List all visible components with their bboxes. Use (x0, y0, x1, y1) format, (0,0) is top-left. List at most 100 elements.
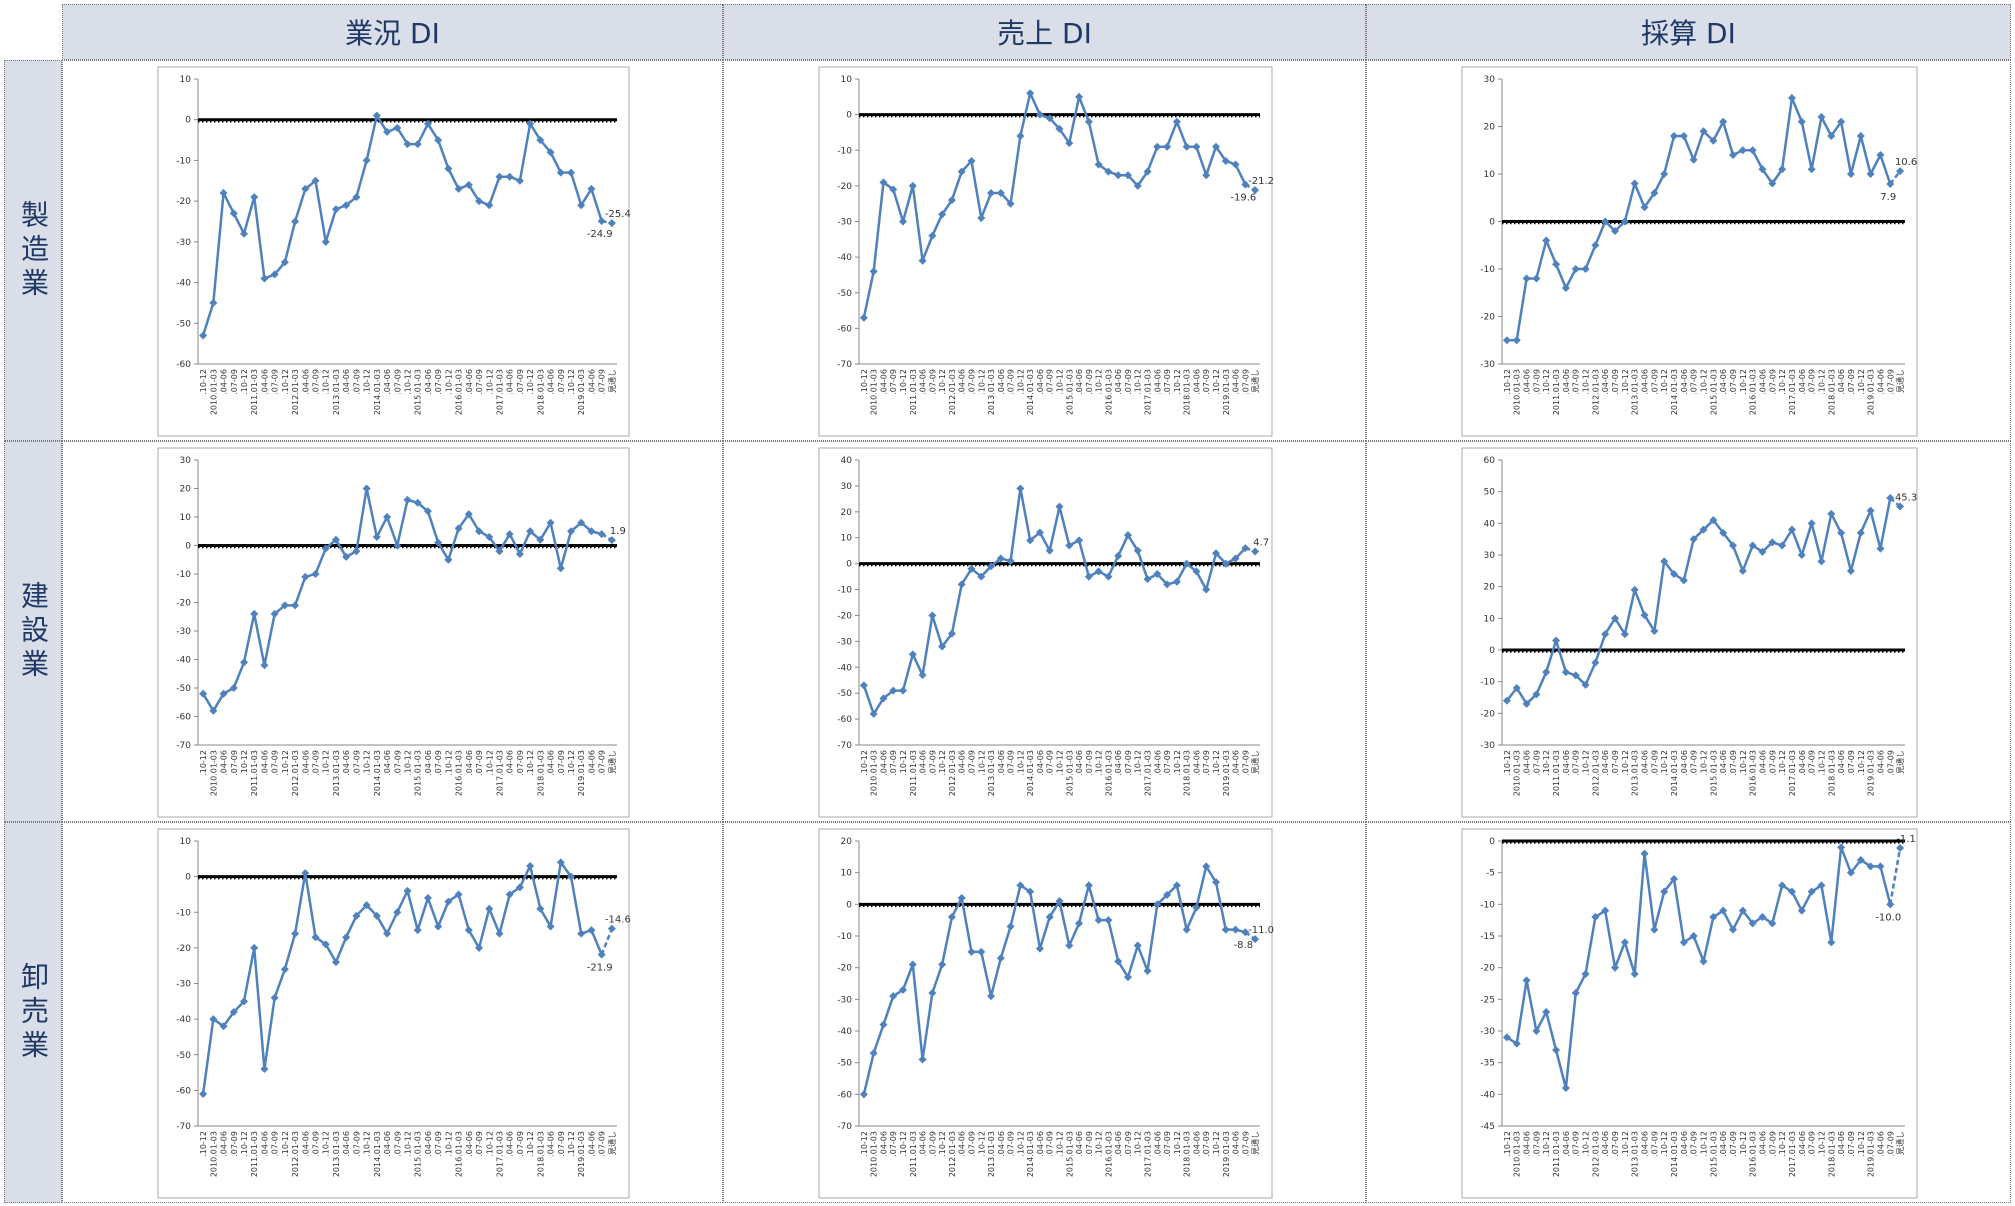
x-tick-label: .04-06 (1601, 369, 1610, 395)
x-tick-label: .07-09 (271, 1131, 280, 1157)
point (1778, 541, 1787, 550)
chart-cell: -70 -60 -50 -40 -30 -20 -10 0 10 20 30.10-12 2010.0… (62, 441, 723, 822)
point (301, 869, 310, 878)
point (1787, 94, 1796, 102)
point (1758, 913, 1767, 921)
x-tick-label: .07-09 (1046, 1131, 1055, 1157)
x-tick-label: .10-12 (1095, 1131, 1104, 1157)
x-tick-label: 2015.01-03 (1709, 369, 1718, 415)
x-tick-label: 2010.01-03 (209, 1131, 218, 1177)
x-tick-label: .07-09 (598, 750, 607, 776)
x-tick-label: .07-09 (1007, 750, 1016, 776)
point (444, 897, 453, 906)
data-label: 7.9 (1880, 192, 1896, 203)
point (567, 527, 576, 536)
x-tick-label: .07-09 (1886, 1131, 1895, 1157)
x-tick-label: .04-06 (1562, 369, 1571, 395)
x-tick-label: 見通し (607, 750, 617, 774)
point (1896, 167, 1905, 176)
point (1251, 186, 1260, 195)
point (1846, 868, 1855, 877)
x-tick-label: 2011.01-03 (1552, 369, 1561, 415)
x-tick-label: .04-06 (997, 369, 1006, 395)
x-tick-label: .07-09 (1690, 750, 1699, 776)
x-tick-label: 2019.01-03 (1867, 369, 1876, 415)
x-tick-label: .07-09 (1768, 369, 1777, 395)
point (1758, 165, 1767, 174)
x-tick-label: .07-09 (475, 750, 484, 776)
x-tick-label: .04-06 (506, 750, 515, 776)
point (996, 554, 1005, 563)
x-tick-label: 2012.01-03 (291, 1131, 300, 1177)
point (1601, 906, 1610, 915)
y-tick-label: -10 (176, 570, 191, 580)
chart-cell: -70 -60 -50 -40 -30 -20 -10 0 10 20.10-12 2010.01-… (723, 822, 1366, 1203)
x-tick-label: .10-12 (1173, 1131, 1182, 1157)
x-tick-label: .04-06 (997, 750, 1006, 776)
x-tick-label: .04-06 (1232, 750, 1241, 776)
x-tick-label: .07-09 (928, 750, 937, 776)
point (403, 140, 412, 149)
x-tick-label: .10-12 (1582, 750, 1591, 776)
x-tick-label: .10-12 (281, 1131, 290, 1157)
x-tick-label: .07-09 (475, 369, 484, 395)
x-tick-label: 2015.01-03 (1709, 1131, 1718, 1177)
y-tick-label: -30 (837, 637, 852, 647)
y-tick-label: -70 (176, 1122, 191, 1132)
point (1699, 957, 1708, 966)
point (577, 518, 586, 527)
point (1758, 547, 1767, 556)
point (1866, 506, 1875, 515)
point (577, 929, 586, 938)
x-tick-label: .10-12 (1542, 369, 1551, 395)
point (1045, 913, 1054, 921)
point (1016, 132, 1025, 140)
point (1055, 897, 1064, 906)
point (1797, 906, 1806, 915)
chart-frame (1461, 447, 1918, 818)
point (1778, 165, 1787, 174)
y-tick-label: -10 (837, 932, 852, 942)
point (536, 904, 545, 913)
x-tick-label: .07-09 (434, 369, 443, 395)
point (1251, 935, 1260, 944)
x-tick-label: .04-06 (506, 1131, 515, 1157)
point (1552, 636, 1561, 645)
x-tick-label: .04-06 (383, 1131, 392, 1157)
x-tick-label: 2012.01-03 (291, 369, 300, 415)
point (1620, 938, 1629, 947)
data-label: -24.9 (587, 229, 613, 240)
point (546, 148, 555, 157)
y-tick-label: -30 (837, 218, 852, 228)
point (270, 270, 279, 279)
x-tick-label: .07-09 (889, 1131, 898, 1157)
x-tick-label: .07-09 (1729, 750, 1738, 776)
x-tick-label: .07-09 (1241, 369, 1250, 395)
x-tick-label: .04-06 (1641, 1131, 1650, 1157)
point (1778, 881, 1787, 890)
x-tick-label: 2013.01-03 (987, 1131, 996, 1177)
point (869, 267, 878, 276)
point (423, 894, 432, 902)
point (1153, 570, 1162, 578)
point (1542, 236, 1551, 245)
x-tick-label: .10-12 (1660, 369, 1669, 395)
y-tick-label: -35 (1480, 1059, 1495, 1069)
point (1738, 146, 1747, 155)
x-tick-label: .10-12 (1056, 750, 1065, 776)
x-tick-label: 2017.01-03 (1144, 750, 1153, 796)
y-tick-label: -60 (176, 713, 191, 723)
x-tick-label: 2012.01-03 (948, 1131, 957, 1177)
point (957, 167, 966, 176)
y-tick-label: 0 (846, 560, 852, 570)
point (423, 119, 432, 128)
y-tick-label: -50 (837, 1059, 852, 1069)
data-label: -25.4 (605, 209, 631, 220)
point (1797, 551, 1806, 559)
x-tick-label: .04-06 (220, 1131, 229, 1157)
x-tick-label: .07-09 (1847, 750, 1856, 776)
x-tick-label: .07-09 (1847, 1131, 1856, 1157)
point (1084, 572, 1093, 581)
x-tick-label: .04-06 (587, 750, 596, 776)
